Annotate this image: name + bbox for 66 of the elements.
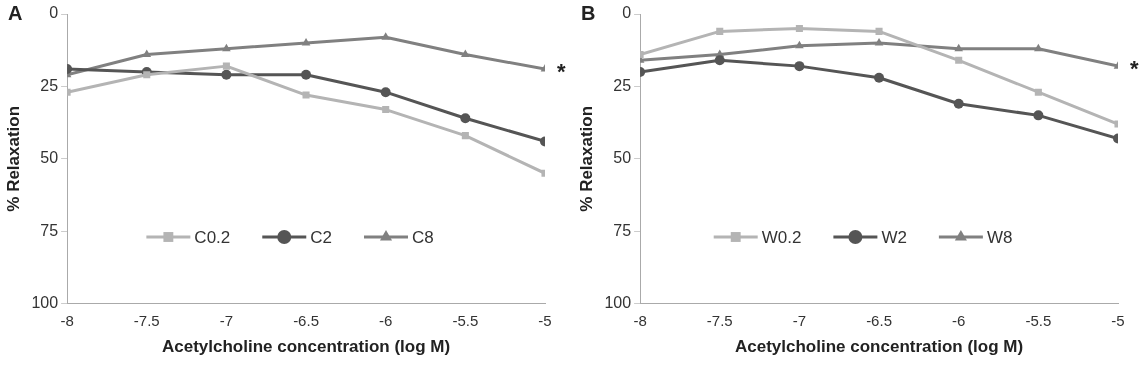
y-tick-label: 75: [613, 221, 632, 239]
point: [875, 27, 883, 35]
point: [874, 72, 885, 83]
point: [795, 40, 804, 49]
y-tick-label: 100: [31, 294, 59, 312]
y-tick-label: 75: [40, 221, 59, 239]
x-tick-label: -5.5: [452, 311, 479, 329]
chart-title: B: [581, 1, 596, 24]
y-tick-label: 100: [604, 294, 632, 312]
point: [794, 61, 805, 72]
legend-label: C0.2: [194, 227, 231, 247]
point: [1034, 43, 1043, 52]
y-axis-title: % Relaxation: [3, 105, 23, 212]
point: [1034, 88, 1042, 96]
x-tick-label: -7: [792, 311, 807, 329]
y-tick-label: 0: [622, 4, 632, 22]
y-axis-title: % Relaxation: [576, 105, 596, 212]
point: [221, 69, 232, 80]
legend-label: C8: [412, 227, 434, 247]
chart-title: A: [8, 1, 23, 24]
y-tick-label: 50: [40, 149, 59, 167]
point: [461, 49, 470, 58]
x-tick-label: -6: [379, 311, 393, 329]
point: [301, 69, 312, 80]
legend-label: W8: [986, 227, 1013, 247]
point: [953, 98, 964, 109]
x-tick-label: -8: [60, 311, 74, 329]
x-axis-title: Acetylcholine concentration (log M): [735, 337, 1024, 357]
point: [301, 37, 311, 46]
x-tick-label: -5: [538, 311, 552, 329]
point: [461, 132, 469, 140]
legend-label: W0.2: [761, 227, 802, 247]
point: [716, 27, 724, 35]
x-tick-label: -5: [1111, 311, 1125, 329]
point: [874, 37, 884, 46]
point: [142, 49, 152, 58]
point: [382, 106, 390, 114]
y-tick-label: 25: [613, 76, 632, 94]
y-tick-label: 0: [49, 4, 59, 22]
point: [222, 43, 231, 52]
annotation: *: [557, 59, 566, 85]
y-tick-label: 50: [613, 149, 632, 167]
point: [955, 56, 963, 64]
point: [954, 43, 964, 52]
point: [795, 24, 803, 33]
legend-label: C2: [310, 227, 333, 247]
point: [302, 91, 310, 99]
point: [222, 62, 230, 70]
x-tick-label: -7.5: [133, 311, 160, 329]
x-tick-label: -6.5: [866, 311, 892, 329]
x-tick-label: -5.5: [1025, 311, 1052, 329]
legend-label: W2: [881, 227, 907, 247]
point: [1033, 110, 1044, 121]
point: [143, 71, 151, 79]
point: [714, 55, 725, 66]
x-tick-label: -8: [633, 311, 647, 329]
point: [380, 87, 391, 98]
y-tick-label: 25: [40, 76, 59, 94]
x-axis-title: Acetylcholine concentration (log M): [162, 337, 451, 357]
x-tick-label: -6.5: [293, 311, 319, 329]
x-tick-label: -7.5: [706, 311, 733, 329]
annotation: *: [1130, 56, 1139, 82]
x-tick-label: -7: [219, 311, 234, 329]
point: [460, 113, 471, 124]
point: [381, 32, 391, 40]
x-tick-label: -6: [952, 311, 966, 329]
